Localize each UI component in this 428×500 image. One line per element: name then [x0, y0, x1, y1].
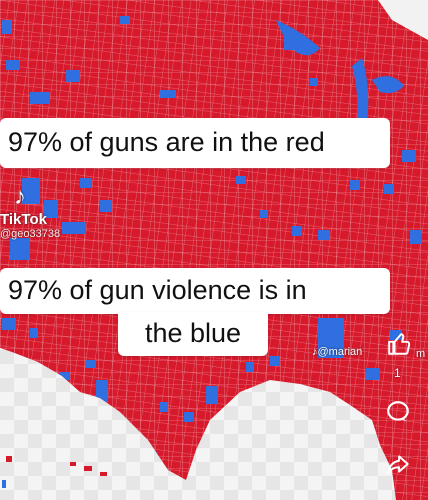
thumbs-up-icon: [388, 333, 411, 355]
comment-button[interactable]: [382, 396, 414, 428]
share-arrow-icon: [387, 455, 409, 474]
tiktok-note-icon: ♪: [14, 183, 26, 210]
side-handle: ♪@marian: [312, 346, 363, 358]
edge-text: m: [416, 348, 426, 360]
comment-bubble-icon: [387, 401, 409, 422]
tiktok-brand: TikTok: [0, 211, 47, 228]
tiktok-watermark: ♪ TikTok @geo33738: [0, 183, 61, 241]
like-button[interactable]: [384, 328, 416, 360]
caption-violence-line1: 97% of gun violence is in: [0, 268, 390, 314]
tiktok-note-icon: ♪: [312, 346, 318, 358]
caption-guns-red: 97% of guns are in the red: [0, 118, 390, 168]
caption-violence-line2: the blue: [118, 312, 268, 356]
share-button[interactable]: [382, 448, 414, 480]
tiktok-handle: @geo33738: [0, 228, 61, 240]
like-count: 1: [394, 366, 401, 380]
islands: [2, 456, 107, 488]
